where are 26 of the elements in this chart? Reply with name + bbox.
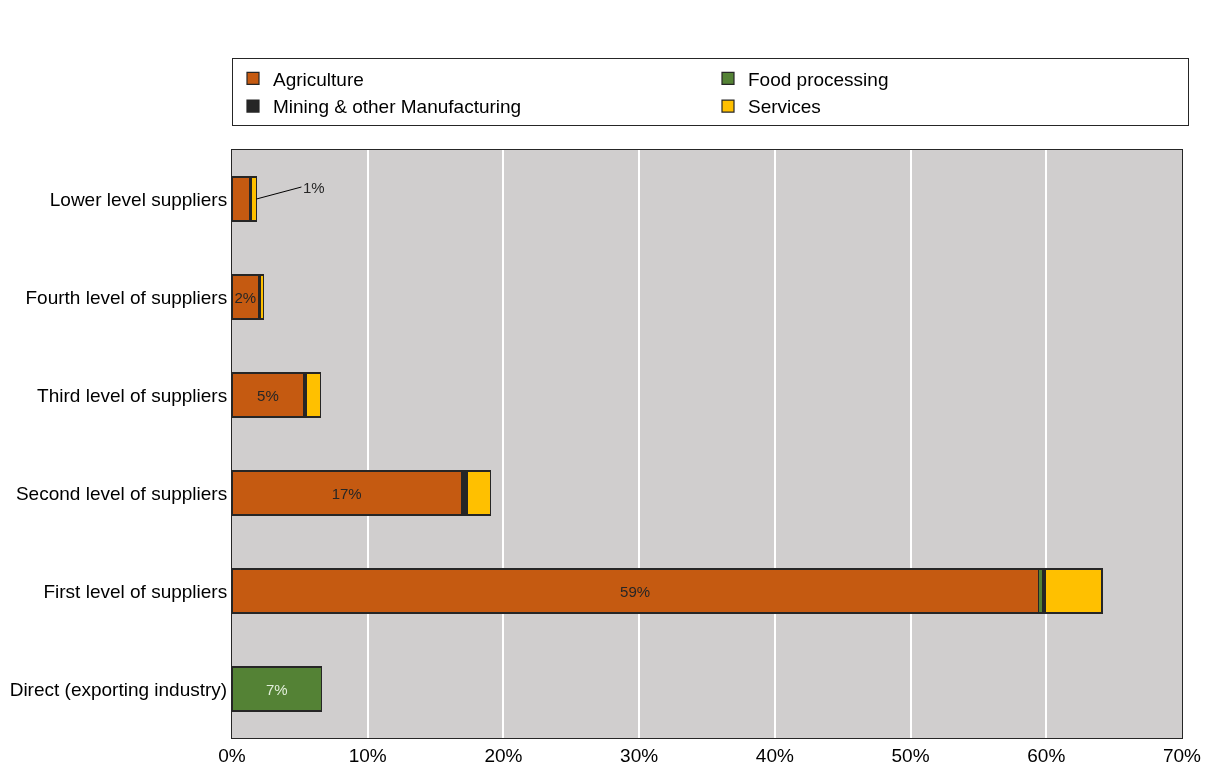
x-tick-label: 50%: [891, 744, 930, 766]
legend-label: Services: [748, 96, 821, 118]
x-tick-label: 60%: [1027, 744, 1066, 766]
legend-label: Agriculture: [273, 68, 364, 90]
y-tick-label: First level of suppliers: [43, 580, 228, 602]
data-label: 7%: [265, 680, 288, 698]
x-tick-label: 20%: [484, 744, 523, 766]
data-label: 59%: [620, 582, 651, 600]
data-label: 5%: [257, 386, 279, 404]
data-label: 1%: [303, 179, 325, 196]
y-tick-label: Lower level suppliers: [49, 188, 228, 210]
y-tick-label: Second level of suppliers: [15, 482, 228, 504]
data-label: 17%: [331, 484, 362, 502]
x-tick-label: 0%: [218, 744, 246, 766]
legend-label: Food processing: [748, 68, 889, 90]
x-tick-label: 40%: [755, 744, 794, 766]
data-label: 2%: [234, 288, 257, 306]
y-tick-label: Fourth level of suppliers: [25, 286, 228, 308]
x-tick-label: 70%: [1162, 744, 1202, 766]
bar: [306, 372, 321, 418]
legend-label: Mining & other Manufacturing: [273, 96, 522, 118]
x-tick-label: 10%: [348, 744, 387, 766]
x-tick-label: 30%: [620, 744, 659, 766]
bar: [1044, 568, 1103, 614]
y-tick-label: Direct (exporting industry): [9, 678, 228, 700]
y-tick-label: Third level of suppliers: [37, 384, 228, 406]
